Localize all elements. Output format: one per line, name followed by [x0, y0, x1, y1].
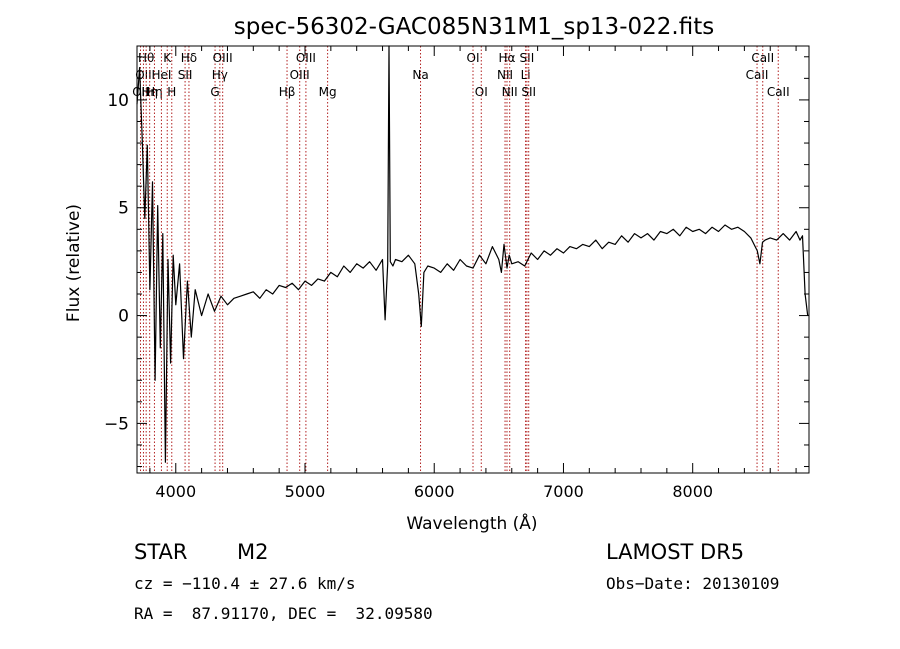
line-label-hei: HeI — [151, 68, 171, 82]
y-tick-label: 0 — [118, 307, 129, 327]
line-label-nii: NII — [502, 85, 518, 99]
obs-date: Obs−Date: 20130109 — [606, 574, 780, 593]
chart-title: spec-56302-GAC085N31M1_sp13-022.fits — [234, 14, 714, 40]
line-label-caii: CaII — [746, 68, 769, 82]
line-label-oiii: OIII — [296, 51, 316, 65]
line-label-g: G — [210, 85, 219, 99]
plot-frame — [136, 45, 810, 474]
x-tick-label: 5000 — [285, 482, 326, 501]
line-label-sii: SII — [178, 68, 193, 82]
line-label-hδ: Hδ — [181, 51, 197, 65]
y-tick-label: 10 — [107, 91, 129, 111]
line-label-k: K — [163, 51, 172, 65]
y-tick-label: −5 — [104, 414, 129, 434]
line-label-sii: SII — [521, 85, 536, 99]
line-label-oiii: OIII — [290, 68, 310, 82]
line-label-caii: CaII — [751, 51, 774, 65]
x-tick-label: 4000 — [155, 482, 196, 501]
line-label-caii: CaII — [767, 85, 790, 99]
line-label-na: Na — [412, 68, 428, 82]
line-label-nii: NII — [497, 68, 513, 82]
cz-value: cz = −110.4 ± 27.6 km/s — [134, 574, 356, 593]
y-tick-label: 5 — [118, 199, 129, 219]
line-label-hη: Hη — [141, 85, 158, 99]
line-label-hα: Hα — [499, 51, 516, 65]
object-subclass: M2 — [237, 540, 269, 564]
survey-name: LAMOST DR5 — [606, 540, 745, 564]
line-label-oiii: OIII — [213, 51, 233, 65]
x-tick-label: 6000 — [414, 482, 455, 501]
spectrum-line — [136, 45, 809, 463]
line-label-hη: Hη — [146, 85, 163, 99]
x-axis-label: Wavelength (Å) — [406, 512, 537, 534]
line-label-oi: OI — [467, 51, 480, 65]
line-label-oi: OI — [475, 85, 488, 99]
object-class: STAR — [134, 540, 188, 564]
line-label-hβ: Hβ — [279, 85, 296, 99]
line-label-hγ: Hγ — [212, 68, 228, 82]
coordinates: RA = 87.91170, DEC = 32.09580 — [134, 604, 433, 623]
line-label-sii: SII — [520, 51, 535, 65]
x-tick-label: 7000 — [543, 482, 584, 501]
y-axis-label: Flux (relative) — [64, 204, 84, 322]
line-label-li: Li — [521, 68, 531, 82]
line-label-h: H — [167, 85, 176, 99]
plot-area: OIIOIIHθHηHηHeIKHSIIHδGHγOIIIHβOIIIOIIIM… — [104, 45, 810, 501]
line-label-mg: Mg — [319, 85, 337, 99]
x-tick-label: 8000 — [672, 482, 713, 501]
line-label-hθ: Hθ — [138, 51, 154, 65]
